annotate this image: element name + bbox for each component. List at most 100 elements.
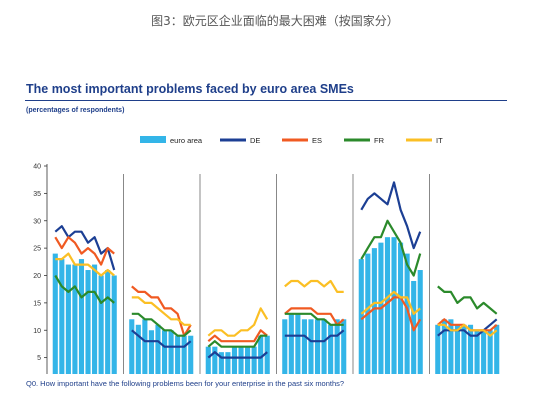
bar-euro-area [111,275,117,374]
bar-euro-area [161,330,168,374]
legend-swatch-euro-area [140,136,166,143]
line-fr [284,312,344,326]
bar-euro-area [212,346,218,374]
bar-euro-area [391,237,397,374]
line-fr [207,334,268,348]
line-fr [54,274,115,304]
bar-euro-area [467,324,474,374]
bar-euro-area [334,319,340,374]
bar-euro-area [487,330,493,374]
chart-title: The most important problems faced by eur… [26,82,354,96]
bar-euro-area [129,319,135,374]
line-fr [360,219,422,277]
bar-euro-area [258,335,264,374]
line-es [54,236,115,266]
bar-euro-area [435,324,441,374]
bar-euro-area [264,335,270,374]
bar-euro-area [225,352,231,374]
bar-euro-area [288,313,294,374]
line-de [207,351,268,359]
bar-euro-area [85,270,91,374]
bar-euro-area [251,346,257,374]
chart-svg: euro areaDEESFRIT0510152025303540'18'20F… [33,136,500,374]
bar-euro-area [231,346,238,374]
bar-euro-area [245,346,251,374]
bar-euro-area [441,319,447,374]
bar-euro-area [417,270,423,374]
chart-subtitle: (percentages of respondents) [26,107,125,114]
bar-euro-area [65,264,71,374]
bar-euro-area [59,259,65,374]
bar-euro-area [105,270,111,374]
line-es [360,296,422,332]
line-de [131,329,192,348]
bar-euro-area [238,346,244,374]
y-tick-label: 30 [33,218,41,225]
bar-euro-area [72,264,78,374]
line-it [360,290,421,315]
line-es [131,285,192,337]
line-de [437,318,498,337]
bar-euro-area [404,253,410,374]
line-de [54,225,116,271]
bar-euro-area [295,313,301,374]
bar-euro-area [135,324,141,374]
bar-euro-area [328,324,334,374]
line-it [437,323,498,337]
bar-euro-area [148,330,154,374]
bar-euro-area [218,352,224,374]
bar-euro-area [98,275,104,374]
bar-euro-area [321,319,327,374]
bar-euro-area [52,253,58,374]
bar-euro-area [454,324,460,374]
line-de [284,329,345,343]
line-it [207,307,269,337]
legend-label-euro-area: euro area [170,136,203,145]
line-it [131,296,191,326]
y-tick-label: 10 [33,328,41,335]
legend-label-de: DE [250,136,260,145]
legend-label-fr: FR [374,136,385,145]
bar-euro-area [181,335,187,374]
bar-euro-area [301,319,307,374]
bar-euro-area [142,319,148,374]
line-de [360,181,422,250]
bar-euro-area [384,237,391,374]
bar-euro-area [168,330,174,374]
line-it [284,279,344,293]
bar-euro-area [371,248,377,374]
bar-euro-area [398,242,404,374]
bar-euro-area [314,319,321,374]
chart-footnote: Q0. How important have the following pro… [26,379,345,388]
line-fr [437,285,498,315]
line-es [284,307,345,326]
bar-euro-area [92,264,98,374]
line-it [55,252,115,277]
bar-euro-area [461,324,467,374]
line-fr [131,312,192,337]
bar-euro-area [155,324,161,374]
bar-euro-area [494,324,500,374]
y-tick-label: 20 [33,273,41,280]
title-rule [25,100,507,101]
bar-euro-area [78,259,85,374]
bar-euro-area [474,330,480,374]
y-tick-label: 15 [33,300,41,307]
chart-figure: The most important problems faced by eur… [21,74,511,394]
line-es [207,329,268,343]
legend-label-es: ES [312,136,322,145]
y-tick-label: 25 [33,246,41,253]
bar-euro-area [175,335,181,374]
bar-euro-area [358,259,364,374]
page-caption: 图3：欧元区企业面临的最大困难（按国家分） [151,14,399,28]
legend-label-it: IT [436,136,443,145]
bar-euro-area [341,319,347,374]
bar-euro-area [481,330,487,374]
y-tick-label: 35 [33,191,41,198]
bar-euro-area [282,319,288,374]
y-tick-label: 40 [33,164,41,171]
bar-euro-area [448,319,454,374]
bar-euro-area [188,335,194,374]
bar-euro-area [308,319,314,374]
bar-euro-area [205,346,211,374]
